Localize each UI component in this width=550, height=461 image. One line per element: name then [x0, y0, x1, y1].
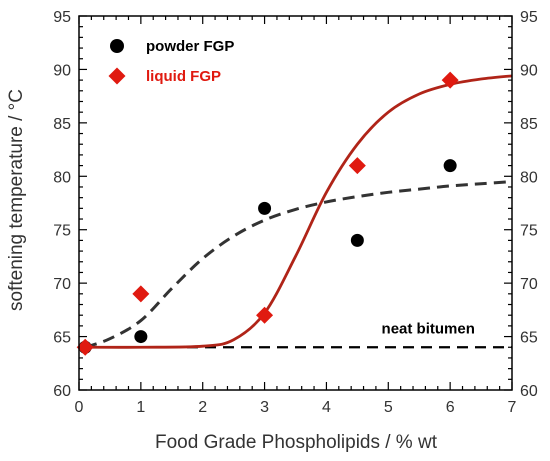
x-tick-label: 7	[508, 399, 517, 416]
powder-fgp-fit-curve	[84, 180, 513, 349]
liquid-fgp-point	[256, 306, 274, 324]
powder-fgp-point	[443, 159, 457, 173]
y-tick-label-left: 90	[53, 62, 71, 79]
legend-marker-powder-fgp	[110, 39, 124, 53]
y-tick-label-right: 65	[520, 330, 538, 347]
y-tick-label-right: 80	[520, 169, 538, 186]
annotation-neat-bitumen: neat bitumen	[382, 320, 475, 337]
liquid-fgp-point	[132, 285, 150, 303]
legend-label-powder-fgp: powder FGP	[146, 38, 234, 55]
data-points	[76, 71, 459, 356]
x-tick-label: 4	[322, 399, 331, 416]
x-tick-label: 5	[384, 399, 393, 416]
y-tick-label-left: 85	[53, 116, 71, 133]
plot-frame	[78, 15, 513, 391]
x-axis-title: Food Grade Phospholipids / % wt	[155, 432, 438, 453]
y-tick-label-right: 70	[520, 276, 538, 293]
liquid-fgp-point	[441, 71, 459, 89]
y-tick-label-right: 95	[520, 9, 538, 26]
y-axis-title: softening temperature / °C	[6, 89, 27, 311]
liquid-fgp-point	[348, 157, 366, 175]
legend-marker-liquid-fgp	[108, 67, 126, 85]
liquid-fgp-point	[76, 338, 94, 356]
y-tick-label-right: 75	[520, 223, 538, 240]
y-tick-label-right: 85	[520, 116, 538, 133]
legend: powder FGP liquid FGP	[108, 38, 234, 85]
x-tick-label: 0	[75, 399, 84, 416]
fit-curves	[79, 74, 513, 349]
y-tick-label-left: 60	[53, 383, 71, 400]
y-tick-label-left: 95	[53, 9, 71, 26]
powder-fgp-point	[258, 201, 272, 215]
x-tick-label: 1	[136, 399, 145, 416]
y-tick-label-right: 90	[520, 62, 538, 79]
powder-fgp-point	[350, 233, 364, 247]
liquid-fgp-fit-curve	[85, 74, 513, 349]
y-tick-label-left: 80	[53, 169, 71, 186]
x-tick-label: 6	[446, 399, 455, 416]
x-tick-label: 2	[198, 399, 207, 416]
legend-label-liquid-fgp: liquid FGP	[146, 68, 221, 85]
y-tick-label-left: 65	[53, 330, 71, 347]
y-tick-label-left: 75	[53, 223, 71, 240]
x-tick-label: 3	[260, 399, 269, 416]
y-tick-label-right: 60	[520, 383, 538, 400]
powder-fgp-point	[134, 330, 148, 344]
y-tick-label-left: 70	[53, 276, 71, 293]
